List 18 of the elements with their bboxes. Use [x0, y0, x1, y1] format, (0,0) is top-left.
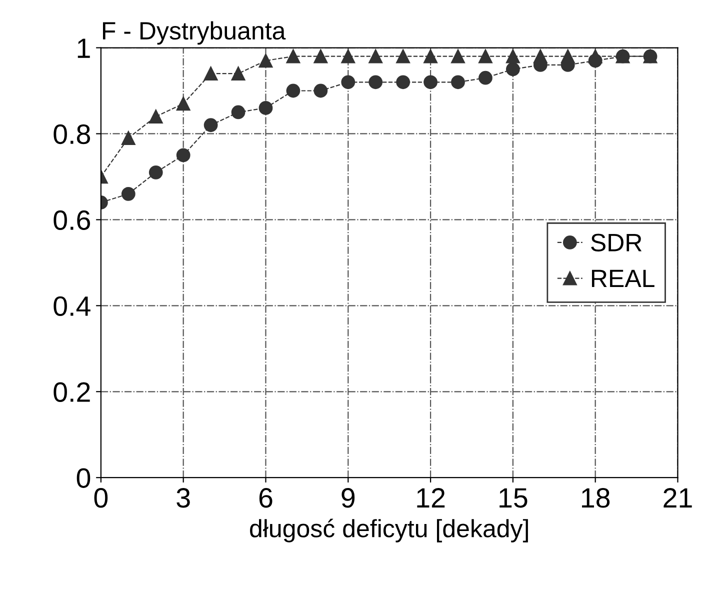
y-tick-label: 0.2 — [54, 382, 90, 402]
y-tick-label: 0 — [76, 468, 90, 488]
y-tick-label: 0.8 — [54, 124, 90, 144]
y-tick-label: 0.6 — [54, 210, 90, 230]
x-tick-label: 0 — [94, 488, 108, 508]
chart-title: F - Dystrybuanta — [102, 21, 286, 45]
y-tick-label: 1 — [78, 38, 90, 58]
x-tick-label: 12 — [417, 488, 445, 508]
x-tick-label: 9 — [342, 488, 355, 508]
x-tick-label: 3 — [176, 488, 190, 508]
x-tick-label: 18 — [582, 488, 610, 508]
x-tick-label: 21 — [664, 488, 692, 508]
legend-label: SDR — [591, 234, 642, 252]
x-tick-label: 6 — [259, 488, 272, 508]
x-axis-title: długosć deficytu [dekady] — [250, 518, 528, 542]
y-tick-label: 0.4 — [54, 296, 90, 316]
legend-label: REAL — [592, 270, 654, 288]
x-tick-label: 15 — [500, 488, 528, 508]
